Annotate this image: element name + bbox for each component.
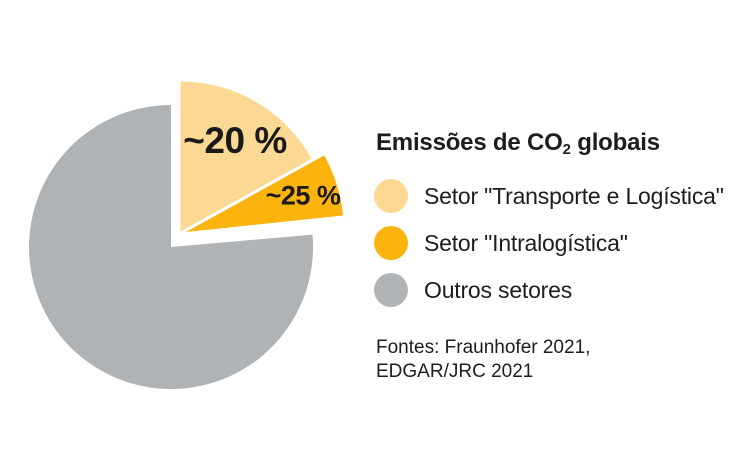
legend-item-outros-setores: Outros setores xyxy=(374,273,724,307)
slice-value-label-transporte: ~20 % xyxy=(183,120,287,161)
chart-title-pre: Emissões de CO xyxy=(376,129,563,156)
legend-label-outros-setores: Outros setores xyxy=(424,276,573,303)
slice-value-label-intralogistica: ~25 % xyxy=(265,180,341,211)
legend-label-transporte-logistica: Setor "Transporte e Logística" xyxy=(424,182,724,209)
chart-title-post: globais xyxy=(570,129,660,156)
legend-swatch-intralogistica-icon xyxy=(374,226,408,260)
pie-slice-outros-setores xyxy=(29,105,314,389)
legend-swatch-transporte-logistica-icon xyxy=(374,179,408,213)
sources-line-2: EDGAR/JRC 2021 xyxy=(376,361,534,382)
legend-swatch-outros-setores-icon xyxy=(374,273,408,307)
chart-title-subscript: 2 xyxy=(562,141,571,158)
sources-note: Fontes: Fraunhofer 2021, EDGAR/JRC 2021 xyxy=(376,336,590,384)
sources-line-1: Fontes: Fraunhofer 2021, xyxy=(376,337,591,358)
legend-item-intralogistica: Setor "Intralogística" xyxy=(374,226,724,260)
chart-title: Emissões de CO2 globais xyxy=(376,129,660,158)
legend-label-intralogistica: Setor "Intralogística" xyxy=(424,229,628,256)
pie-slice-transporte-logistica xyxy=(180,81,312,232)
pie-slice-intralogistica xyxy=(186,155,344,232)
legend: Setor "Transporte e Logística" Setor "In… xyxy=(374,179,724,307)
legend-item-transporte-logistica: Setor "Transporte e Logística" xyxy=(374,179,724,213)
